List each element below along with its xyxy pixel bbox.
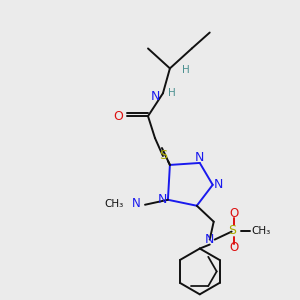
Text: O: O [229,207,238,220]
Text: O: O [229,241,238,254]
Text: N: N [205,233,214,246]
Text: N: N [195,152,205,164]
Text: N: N [157,193,167,206]
Text: H: H [168,88,176,98]
Text: S: S [229,224,237,237]
Text: N: N [150,90,160,103]
Text: H: H [182,65,190,75]
Text: S: S [159,149,167,163]
Text: N: N [214,178,224,191]
Text: N: N [132,197,140,210]
Text: CH₃: CH₃ [251,226,271,236]
Text: O: O [113,110,123,123]
Text: CH₃: CH₃ [105,199,124,209]
